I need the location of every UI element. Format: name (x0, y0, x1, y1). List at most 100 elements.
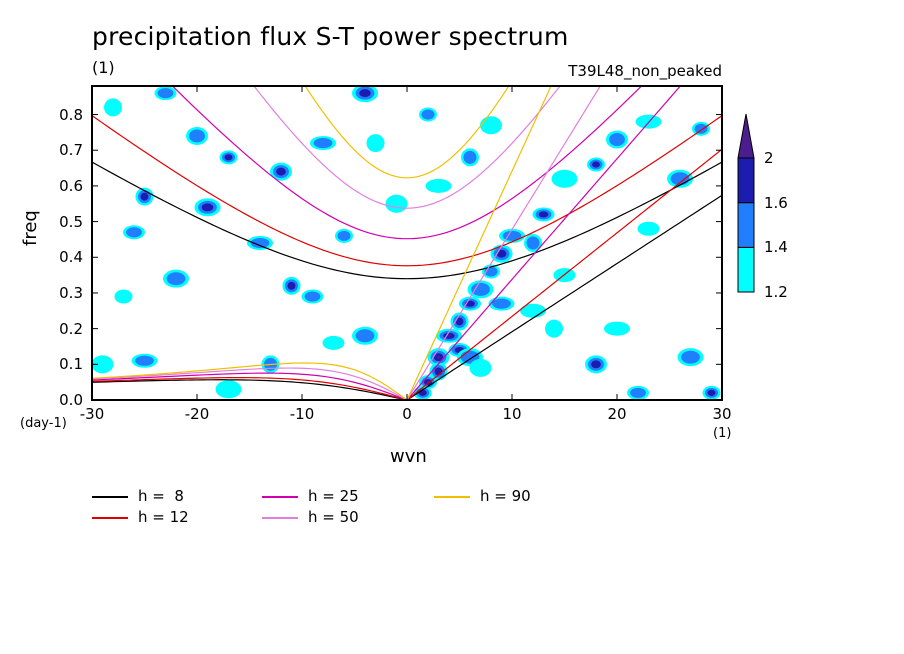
x-tick-label: 0 (402, 405, 412, 423)
contour-blob (355, 329, 375, 343)
y-tick-label: 0.7 (59, 141, 83, 160)
contour-blob (637, 221, 660, 236)
contour-blob (421, 109, 435, 120)
contour-blob (92, 355, 114, 374)
contour-blob (545, 319, 563, 338)
dispersion-curve-4-1 (406, 86, 601, 400)
legend-swatch (92, 516, 128, 519)
contour-blob (157, 88, 174, 99)
contour-blob (166, 272, 186, 286)
x-axis-unit: (1) (713, 426, 732, 441)
dispersion-curve-3-1 (406, 86, 682, 400)
legend-label: h = 25 (308, 487, 359, 505)
dispersion-curve-3-3 (92, 372, 408, 400)
axis-ticks (91, 86, 723, 401)
legend-item: h = 50 (262, 508, 359, 526)
x-tick-label: -20 (184, 405, 210, 423)
dispersion-curve-1-1 (406, 194, 722, 400)
y-tick-label: 0.2 (59, 319, 83, 338)
spectrum-contours (92, 86, 721, 400)
contour-blob (189, 129, 205, 143)
y-tick-label: 0.8 (59, 105, 83, 124)
contour-blob (609, 133, 625, 147)
colorbar (737, 113, 755, 293)
contour-blob (313, 138, 333, 149)
colorbar-label: 1.4 (764, 238, 788, 257)
contour-blob (287, 281, 296, 290)
legend-swatch (434, 495, 470, 498)
dispersion-curve-4-3 (92, 367, 408, 400)
y-tick-label: 0.0 (59, 391, 83, 409)
contour-blob (455, 317, 464, 326)
dispersion-curve-4-2 (253, 86, 561, 209)
contour-blob (681, 350, 700, 364)
contour-blob (126, 227, 142, 238)
legend-swatch (262, 495, 298, 498)
contour-blob (630, 387, 646, 398)
colorbar-swatch (737, 202, 755, 248)
chart-title: precipitation flux S-T power spectrum (92, 22, 569, 51)
contour-blob (304, 291, 321, 302)
legend-item: h = 25 (262, 487, 359, 505)
x-tick-label: 10 (502, 405, 522, 423)
contour-blob (496, 249, 507, 258)
contour-blob (538, 211, 549, 218)
colorbar-label: 1.6 (764, 193, 788, 212)
contour-blob (385, 194, 408, 213)
contour-blob (502, 230, 522, 241)
colorbar-swatch (737, 157, 755, 204)
x-axis-label: wvn (390, 446, 427, 467)
colorbar-label: 1.2 (764, 283, 788, 301)
legend-item: h = 90 (434, 487, 531, 505)
legend-label: h = 12 (138, 508, 189, 526)
dispersion-curve-5-3 (92, 362, 408, 400)
legend-swatch (262, 516, 298, 519)
contour-blob (359, 89, 371, 98)
legend-label: h = 50 (308, 508, 359, 526)
colorbar-extend-arrow (737, 113, 755, 159)
y-tick-label: 0.6 (59, 176, 83, 195)
dispersion-curve-5-2 (304, 86, 510, 179)
chart-subtitle-left: (1) (92, 58, 115, 77)
contour-blob (446, 334, 452, 337)
y-axis-unit: (day-1) (20, 416, 67, 431)
plot-frame (91, 85, 723, 401)
legend-item: h = 12 (92, 508, 189, 526)
y-axis-label: freq (20, 210, 41, 246)
legend-item: h = 8 (92, 487, 184, 505)
contour-blob (322, 335, 345, 350)
x-tick-label: 20 (607, 405, 627, 423)
dispersion-curve-2-3 (92, 377, 408, 400)
contour-blob (140, 192, 149, 201)
contour-blob (418, 389, 427, 396)
dispersion-curve-2-1 (406, 148, 722, 400)
contour-blob (201, 203, 214, 212)
contour-blob (492, 298, 511, 309)
dispersion-curve-1-2 (92, 161, 722, 280)
dispersion-curve-5-1 (406, 86, 552, 400)
legend-label: h = 8 (138, 487, 184, 505)
contour-blob (366, 134, 385, 153)
contour-blob (592, 161, 600, 168)
contour-blob (425, 178, 452, 193)
contour-blob (114, 289, 133, 304)
contour-blob (250, 237, 270, 249)
colorbar-swatch (737, 246, 755, 293)
y-tick-label: 0.1 (59, 355, 83, 374)
contour-blob (520, 303, 546, 318)
dispersion-curve-3-2 (171, 86, 643, 240)
legend-label: h = 90 (480, 487, 531, 505)
x-tick-label: -30 (79, 405, 105, 423)
y-tick-label: 0.5 (59, 212, 83, 231)
contour-blob (480, 116, 502, 135)
y-tick-label: 0.3 (59, 283, 83, 302)
contour-blob (463, 150, 477, 164)
dispersion-curve-2-2 (92, 115, 722, 267)
contour-blob (104, 98, 122, 117)
contour-blob (215, 380, 242, 399)
dispersion-curve-1-3 (92, 379, 408, 400)
x-tick-label: -10 (289, 405, 315, 423)
contour-blob (604, 321, 630, 336)
contour-blob (591, 360, 601, 369)
